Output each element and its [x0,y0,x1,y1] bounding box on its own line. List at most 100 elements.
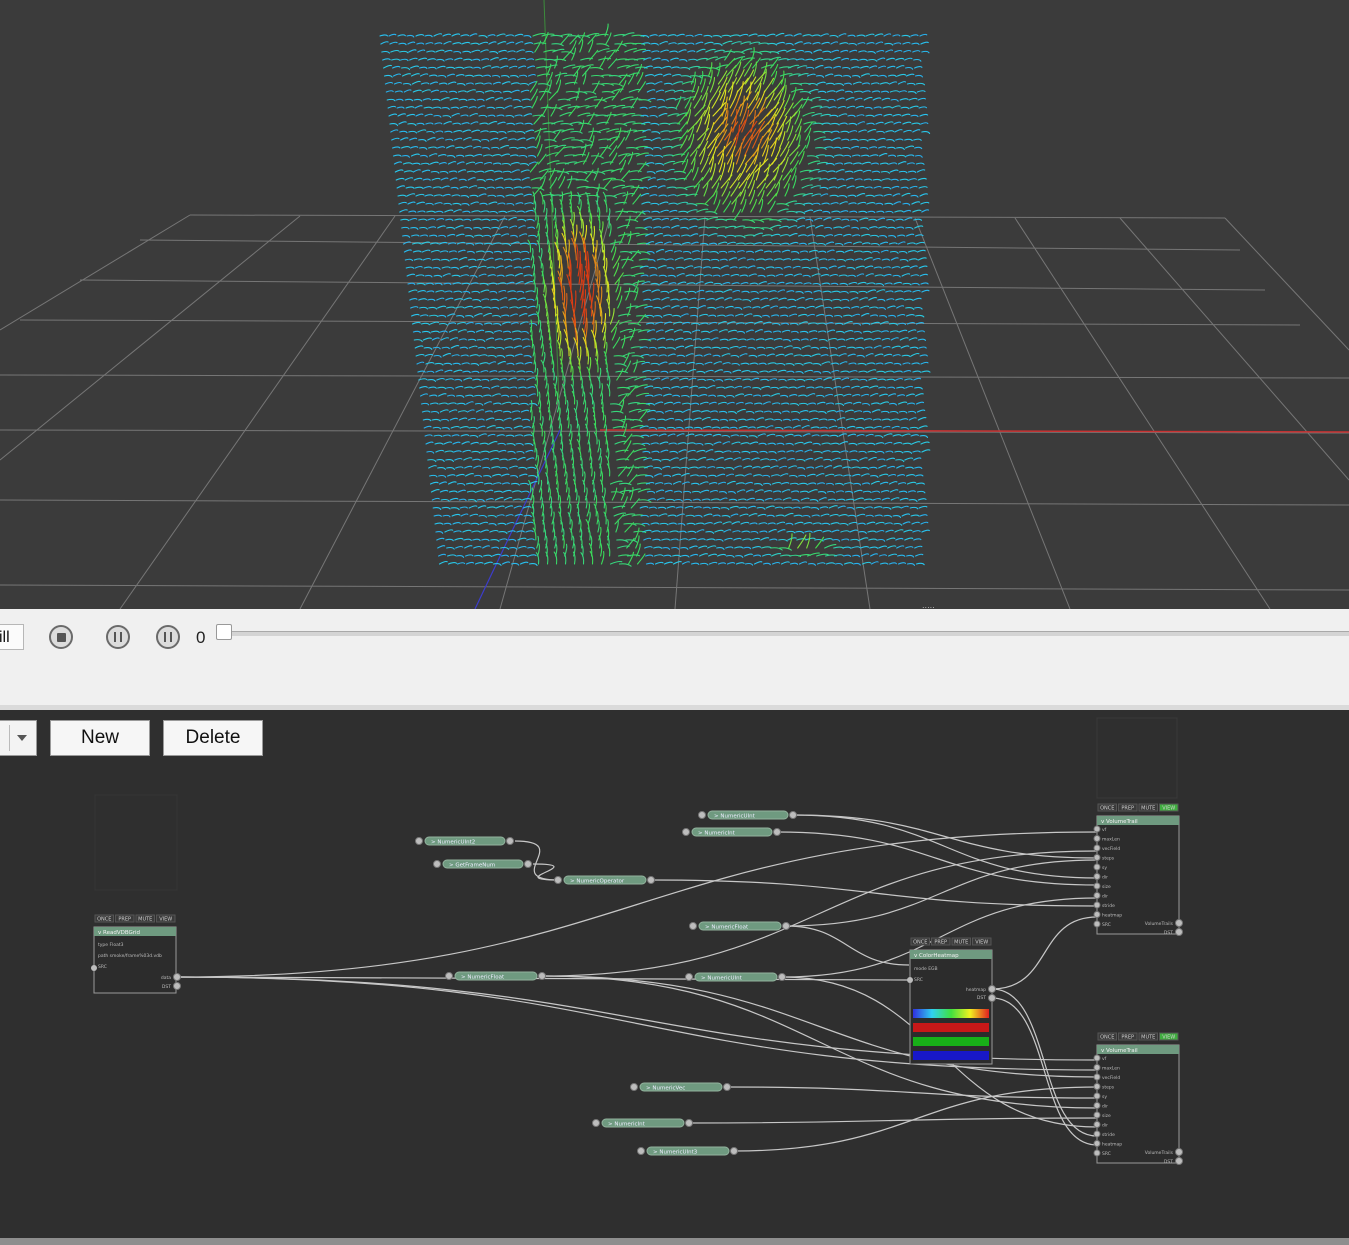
node-body [454,971,538,981]
node-input-label: stride [1102,1132,1115,1138]
toggle-label: VIEW [975,940,988,946]
node-graph-canvas[interactable]: > NumericUInt > NumericInt > NumericUInt2 >… [0,710,1349,1245]
prep-toggle [1118,1032,1138,1041]
node-input-label: vecField [1102,846,1120,852]
node-body [639,1082,723,1092]
output-port [538,972,546,980]
node-input-label: heatmap [1102,913,1122,919]
step-back-button[interactable] [106,625,130,649]
node-body [424,836,506,846]
output-port [782,922,790,930]
node-numeric-float-2[interactable]: > NumericFloat [445,971,546,981]
connection-wire [991,997,1098,1146]
node-numeric-uint-b[interactable]: > NumericUInt [685,972,786,982]
output-port [1175,928,1183,936]
output-port [647,876,655,884]
output-port [173,973,181,981]
timeline-slider-handle[interactable] [216,624,232,640]
node-input-label: vf [1102,827,1107,833]
output-port [988,985,996,993]
stop-button[interactable] [49,625,73,649]
node-input-label: dir [1102,1123,1108,1129]
toggle-label: ONCE [1100,806,1114,812]
node-title: > NumericVec [646,1086,685,1092]
once-toggle [910,937,930,946]
3d-viewport[interactable]: ..... [0,0,1349,609]
node-numeric-int[interactable]: > NumericInt [682,827,781,837]
input-port [1093,1102,1101,1109]
input-port [1093,901,1101,909]
node-param: SRC [914,977,923,983]
node-input-label: vf [1102,1056,1107,1062]
output-port [524,860,532,868]
node-input-label: size [1102,1113,1111,1119]
input-port [698,811,706,819]
node-numeric-int-b[interactable]: > NumericInt [592,1118,693,1128]
input-port [1093,825,1101,833]
connection-wire [785,859,1098,927]
node-read-vdb-grid[interactable]: ONCE PREP MUTE VIEW v ReadVDBGrid type Float3… [91,914,181,994]
node-title: > NumericInt [608,1122,646,1128]
once-toggle [1097,1032,1117,1041]
input-port [1093,920,1101,928]
node-get-frame-num[interactable]: > GetFrameNum [433,859,532,869]
node-title: > NumericUInt3 [653,1150,698,1156]
status-strip [0,1238,1349,1245]
input-port [415,837,423,845]
node-output-label: heatmap [966,987,986,993]
node-input-label: heatmap [1102,1142,1122,1148]
node-color-heatmap[interactable]: ONCE PREP MUTE VIEW v ColorHeatmap mode EGB SR… [907,937,996,1065]
output-port [1175,1148,1183,1156]
node-title: > GetFrameNum [449,863,495,869]
graph-selector-dropdown[interactable] [0,720,37,756]
connection-wire [733,1086,1098,1152]
toggle-label: VIEW [1162,806,1175,812]
step-forward-button[interactable] [156,625,180,649]
toggle-label: MUTE [138,917,152,923]
input-port [682,828,690,836]
input-port [1093,892,1101,899]
input-port [1093,854,1101,861]
input-port [445,972,453,980]
toggle-label: PREP [118,917,131,923]
node-volume-trails-1[interactable]: ONCE PREP MUTE VIEW v VolumeTrail vf maxLen vec… [1093,803,1183,936]
node-numeric-uint[interactable]: > NumericUInt [698,810,797,820]
timeline-slider-track[interactable] [222,631,1349,636]
input-port [91,965,97,971]
output-port [988,994,996,1002]
input-port [1093,911,1101,918]
node-input-label: maxLen [1102,837,1120,843]
node-numeric-uint2[interactable]: > NumericUInt2 [415,836,514,846]
node-input-label: SRC [1102,1151,1111,1157]
node-body [442,859,524,869]
input-port [685,973,693,981]
node-title: v VolumeTrail [1101,1048,1138,1054]
node-output-label: DST [977,995,986,1001]
connection-wire [792,814,1098,859]
node-volume-trails-2[interactable]: ONCE PREP MUTE VIEW v VolumeTrail vf maxLen vec… [1093,1032,1183,1165]
prep-toggle [931,937,951,946]
ground-grid [0,214,1349,609]
node-body [646,1146,730,1156]
node-numeric-operator[interactable]: > NumericOperator [554,875,655,885]
panel-splitter[interactable] [0,705,1349,710]
node-numeric-vec[interactable]: > NumericVec [630,1082,731,1092]
viewport-canvas[interactable]: ..... [0,0,1349,609]
toggle-label: PREP [934,940,947,946]
node-output-label: DST [1164,930,1173,936]
node-editor[interactable]: New Delete > NumericUInt > NumericInt > Nu… [0,710,1349,1245]
new-button[interactable]: New [50,720,150,756]
node-numeric-float[interactable]: > NumericFloat [689,921,790,931]
input-port [1093,882,1101,890]
output-port [773,828,781,836]
fill-button[interactable]: ill [0,624,24,650]
node-numeric-uint3[interactable]: > NumericUInt3 [637,1146,738,1156]
delete-button[interactable]: Delete [163,720,263,756]
step-forward-icon [164,632,172,642]
node-param: type Float3 [98,942,124,948]
output-port [723,1083,731,1091]
mute-toggle [1138,1032,1158,1041]
connection-wire [532,863,560,881]
connection-wire [514,840,560,881]
input-port [592,1119,600,1127]
